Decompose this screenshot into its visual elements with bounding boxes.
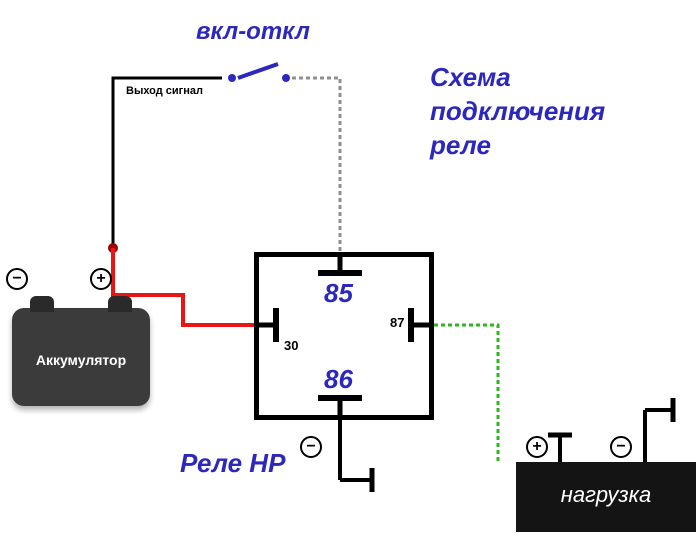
- pin86-label: 86: [324, 364, 353, 395]
- title-line2: подключения: [430, 96, 605, 127]
- load-pos: +: [526, 436, 548, 458]
- wire-green-87: [434, 325, 498, 462]
- wire-gray-85: [292, 78, 340, 252]
- pin85-label: 85: [324, 278, 353, 309]
- battery-pos: +: [90, 268, 112, 290]
- load-neg: −: [610, 436, 632, 458]
- wire-signal-out: [113, 78, 222, 248]
- signal-label: Выход сигнал: [126, 85, 203, 97]
- title-line1: Схема: [430, 62, 511, 93]
- pin86-ground-sign: −: [300, 436, 322, 458]
- battery-neg: −: [6, 268, 28, 290]
- switch-open-arm: [238, 64, 278, 78]
- switch-label: вкл-откл: [196, 18, 310, 46]
- pin87-label: 87: [390, 315, 404, 330]
- battery: Аккумулятор: [12, 308, 150, 406]
- relay-name: Реле HP: [180, 448, 285, 479]
- pin30-label: 30: [284, 338, 298, 353]
- title-line3: реле: [430, 130, 491, 161]
- load: нагрузка: [516, 462, 696, 532]
- diagram-canvas: вкл-откл Схема подключения реле Выход си…: [0, 0, 700, 555]
- battery-label: Аккумулятор: [12, 352, 150, 368]
- load-label: нагрузка: [516, 462, 696, 508]
